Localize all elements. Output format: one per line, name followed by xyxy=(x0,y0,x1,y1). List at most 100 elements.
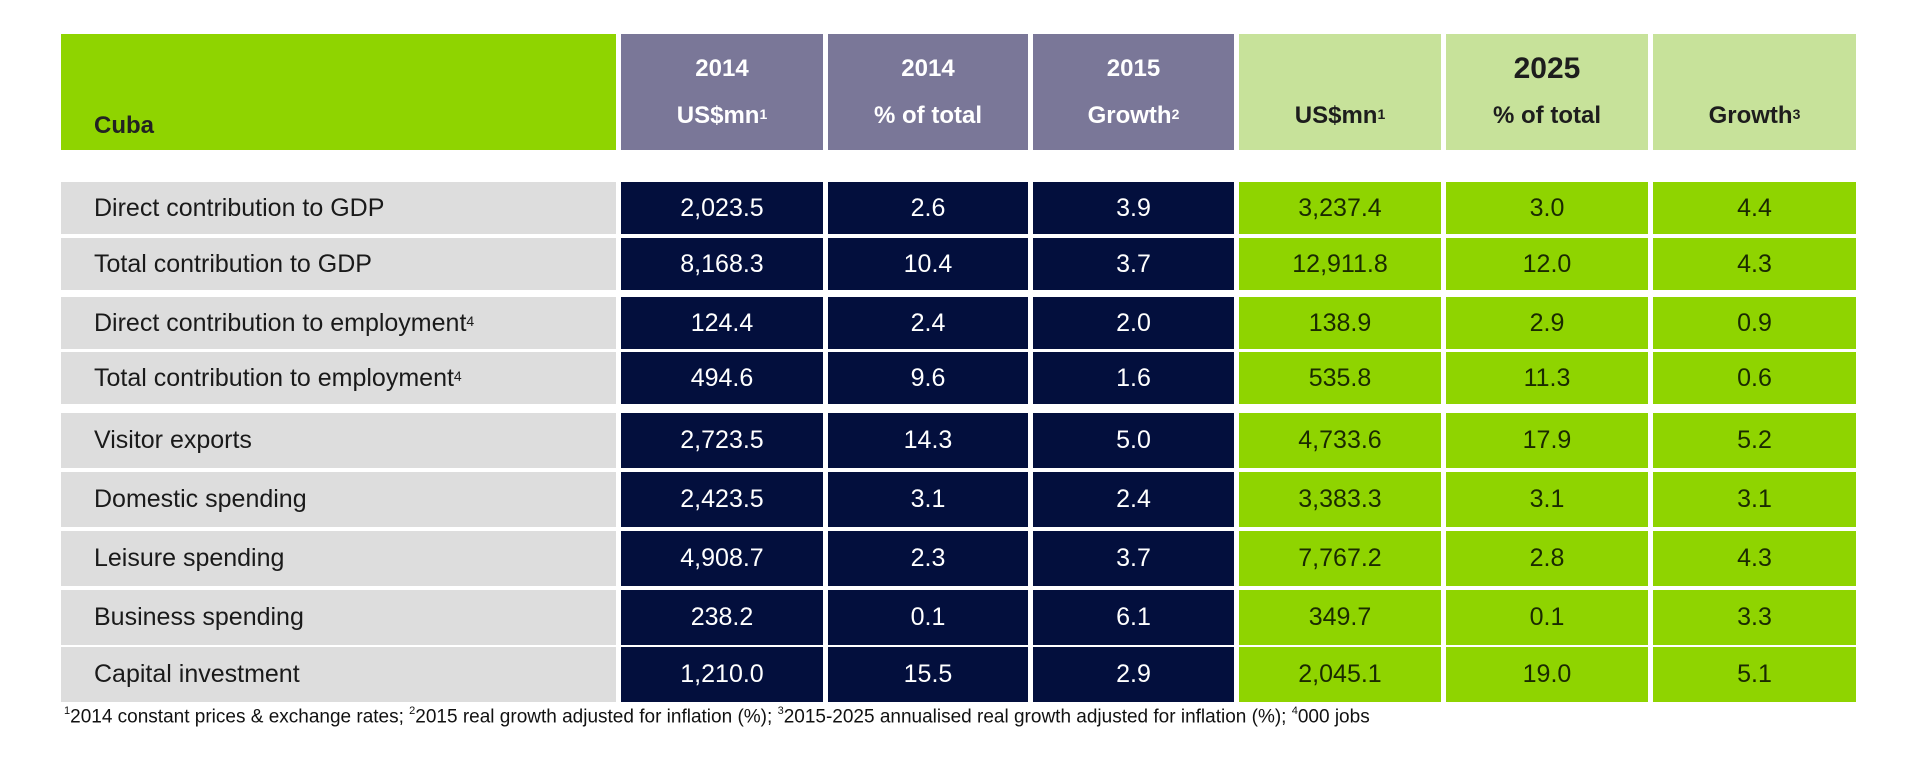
table-cell: 2.9 xyxy=(1446,297,1648,349)
header-2014-usd: 2014 US$mn 1 xyxy=(621,34,823,150)
table-cell: 138.9 xyxy=(1239,297,1441,349)
footnote-text: 000 jobs xyxy=(1297,706,1370,728)
header-label: Growth xyxy=(1708,102,1793,129)
region-name: Cuba xyxy=(94,112,154,139)
footnote-marker: 4 xyxy=(1291,705,1298,717)
row-label: Domestic spending xyxy=(61,472,616,527)
row-label-text: Total contribution to GDP xyxy=(94,249,372,278)
table-cell: 3,383.3 xyxy=(1239,472,1441,527)
table-row: Visitor exports 2,723.5 14.3 5.0 4,733.6 17.9… xyxy=(61,413,1856,468)
row-label-text: Capital investment xyxy=(94,660,300,688)
table-row: Direct contribution to employment 4 124.4 2… xyxy=(61,297,1856,349)
table-cell: 11.3 xyxy=(1446,352,1648,404)
header-year: 2014 xyxy=(901,55,955,82)
table-cell: 2,423.5 xyxy=(621,472,823,527)
header-2025-usd: US$mn 1 xyxy=(1239,34,1441,150)
row-label: Capital investment xyxy=(61,647,616,702)
table-row: Domestic spending 2,423.5 3.1 2.4 3,383.3 3.1… xyxy=(61,472,1856,527)
table-header-row: Cuba 2014 US$mn 1 2014 % of total 2015 Gr… xyxy=(61,34,1856,150)
header-2025-pct: 2025 % of total xyxy=(1446,34,1648,150)
table-cell: 3.7 xyxy=(1033,531,1234,586)
footnote-text: 2015 real growth adjusted for inflation … xyxy=(415,706,778,728)
table-cell: 3.1 xyxy=(1446,472,1648,527)
row-label-text: Domestic spending xyxy=(94,485,307,513)
table-cell: 10.4 xyxy=(828,238,1028,290)
table-row: Leisure spending 4,908.7 2.3 3.7 7,767.2 2.8 4… xyxy=(61,531,1856,586)
row-label-text: Total contribution to employment xyxy=(94,363,454,392)
header-sup: 1 xyxy=(1377,106,1386,122)
header-2025-growth: Growth 3 xyxy=(1653,34,1856,150)
footnote-marker: 1 xyxy=(64,705,71,717)
table-row: Business spending 238.2 0.1 6.1 349.7 0.1 3.3 xyxy=(61,590,1856,645)
table-cell: 9.6 xyxy=(828,352,1028,404)
footnote-marker: 2 xyxy=(409,705,416,717)
header-sup: 1 xyxy=(759,106,768,122)
table-cell: 124.4 xyxy=(621,297,823,349)
row-label-text: Leisure spending xyxy=(94,544,285,572)
table-cell: 15.5 xyxy=(828,647,1028,702)
table-cell: 3.3 xyxy=(1653,590,1856,645)
header-year: 2014 xyxy=(695,55,749,82)
table-cell: 5.0 xyxy=(1033,413,1234,468)
table-row: Direct contribution to GDP 2,023.5 2.6 3.9 3… xyxy=(61,182,1856,234)
row-label-sup: 4 xyxy=(453,368,462,384)
table-cell: 535.8 xyxy=(1239,352,1441,404)
table-cell: 4.4 xyxy=(1653,182,1856,234)
header-2014-pct: 2014 % of total xyxy=(828,34,1028,150)
table-cell: 3.1 xyxy=(1653,472,1856,527)
header-label: US$mn xyxy=(1294,102,1378,129)
footnote-marker: 3 xyxy=(777,705,784,717)
table-cell: 2.3 xyxy=(828,531,1028,586)
table-cell: 4.3 xyxy=(1653,531,1856,586)
table-row: Total contribution to GDP 8,168.3 10.4 3.7 1… xyxy=(61,238,1856,290)
table-cell: 2.4 xyxy=(828,297,1028,349)
header-sup: 3 xyxy=(1792,106,1801,122)
row-label-text: Visitor exports xyxy=(94,426,252,454)
row-label-text: Direct contribution to employment xyxy=(94,308,467,337)
row-label-text: Business spending xyxy=(94,603,304,631)
header-label: Growth xyxy=(1087,102,1172,129)
row-label-sup: 4 xyxy=(466,313,475,329)
table-cell: 3.9 xyxy=(1033,182,1234,234)
table-cell: 17.9 xyxy=(1446,413,1648,468)
table-cell: 2.4 xyxy=(1033,472,1234,527)
header-label: US$mn xyxy=(676,102,760,129)
header-label: % of total xyxy=(1493,102,1601,129)
table-cell: 8,168.3 xyxy=(621,238,823,290)
table-cell: 1.6 xyxy=(1033,352,1234,404)
table-cell: 238.2 xyxy=(621,590,823,645)
table-cell: 2,023.5 xyxy=(621,182,823,234)
row-label: Business spending xyxy=(61,590,616,645)
table-cell: 19.0 xyxy=(1446,647,1648,702)
table-cell: 2,723.5 xyxy=(621,413,823,468)
table-cell: 12,911.8 xyxy=(1239,238,1441,290)
table-cell: 0.9 xyxy=(1653,297,1856,349)
row-label: Direct contribution to GDP xyxy=(61,182,616,234)
footnote: 12014 constant prices & exchange rates; … xyxy=(64,705,1370,728)
header-sup: 2 xyxy=(1171,106,1180,122)
table-row: Capital investment 1,210.0 15.5 2.9 2,045.1 1… xyxy=(61,647,1856,702)
table-cell: 3,237.4 xyxy=(1239,182,1441,234)
region-header: Cuba xyxy=(61,34,616,150)
table-cell: 2.9 xyxy=(1033,647,1234,702)
header-year: 2015 xyxy=(1106,55,1161,82)
footnote-text: 2014 constant prices & exchange rates; xyxy=(70,706,410,728)
table-cell: 5.2 xyxy=(1653,413,1856,468)
table-cell: 6.1 xyxy=(1033,590,1234,645)
table-cell: 4,733.6 xyxy=(1239,413,1441,468)
table-cell: 2.0 xyxy=(1033,297,1234,349)
table-cell: 14.3 xyxy=(828,413,1028,468)
table-cell: 0.1 xyxy=(828,590,1028,645)
table-cell: 2,045.1 xyxy=(1239,647,1441,702)
table-cell: 494.6 xyxy=(621,352,823,404)
table-cell: 4.3 xyxy=(1653,238,1856,290)
table-cell: 1,210.0 xyxy=(621,647,823,702)
header-2015-growth: 2015 Growth 2 xyxy=(1033,34,1234,150)
table-cell: 4,908.7 xyxy=(621,531,823,586)
table-cell: 0.1 xyxy=(1446,590,1648,645)
table-cell: 349.7 xyxy=(1239,590,1441,645)
table-cell: 7,767.2 xyxy=(1239,531,1441,586)
row-label: Direct contribution to employment 4 xyxy=(61,297,616,349)
row-label: Total contribution to GDP xyxy=(61,238,616,290)
table-row: Total contribution to employment 4 494.6 9.… xyxy=(61,352,1856,404)
